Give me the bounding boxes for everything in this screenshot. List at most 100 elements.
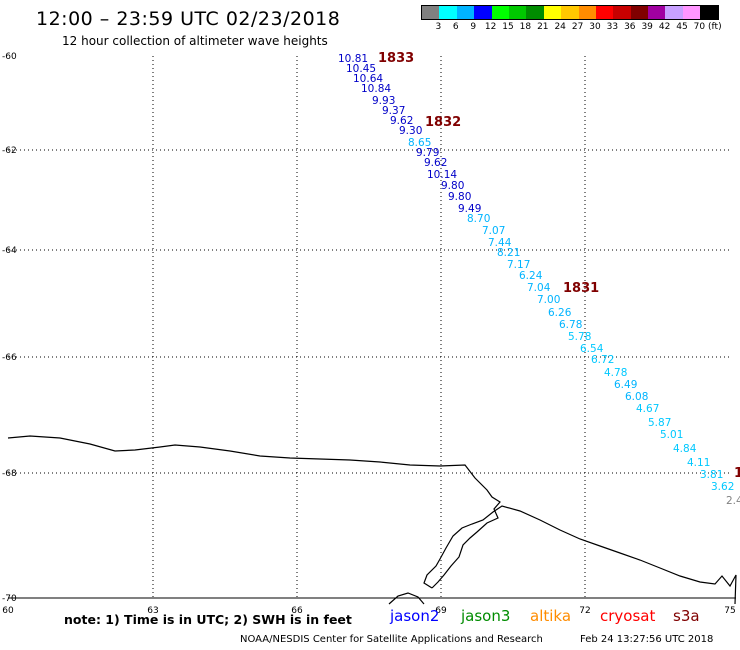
legend-label: 27 bbox=[571, 22, 584, 32]
satellite-jason2: jason2 bbox=[390, 607, 440, 625]
wave-height-value: 9.62 bbox=[390, 115, 413, 127]
legend-label: 21 bbox=[537, 22, 549, 32]
color-legend: 3 6 9 12 15 18 21 24 27 30 33 36 39 42 45 70 (ft) bbox=[421, 5, 722, 34]
footer-credit: NOAA/NESDIS Center for Satellite Applica… bbox=[240, 634, 543, 645]
longitude-label: 72 bbox=[579, 606, 590, 616]
legend-swatch bbox=[578, 6, 596, 19]
wave-height-value: 6.26 bbox=[548, 307, 572, 319]
map-subtitle: 12 hour collection of altimeter wave hei… bbox=[62, 34, 328, 48]
legend-label: 30 bbox=[589, 22, 601, 32]
legend-label: 6 bbox=[452, 22, 459, 32]
pass-number: 1832 bbox=[425, 115, 461, 130]
legend-label: 3 bbox=[435, 22, 442, 32]
wave-height-value: 4.84 bbox=[673, 443, 697, 455]
wave-height-value: 10.81 bbox=[338, 53, 368, 65]
wave-height-value: 8.70 bbox=[467, 213, 490, 225]
legend-label: (ft) bbox=[708, 22, 722, 32]
wave-height-value: 8.65 bbox=[408, 137, 431, 149]
wave-height-value: 7.17 bbox=[507, 259, 530, 271]
wave-height-value: 10.64 bbox=[353, 73, 383, 85]
legend-swatch bbox=[700, 6, 718, 19]
longitude-label: 69 bbox=[435, 606, 447, 616]
wave-height-value: 7.44 bbox=[488, 237, 512, 249]
wave-height-value: 6.78 bbox=[559, 319, 582, 331]
wave-height-value: 9.79 bbox=[416, 147, 439, 159]
satellite-track: 10.8110.4510.6410.849.939.379.629.308.65… bbox=[338, 51, 740, 507]
wave-height-value: 3.62 bbox=[711, 481, 734, 493]
legend-label: 15 bbox=[502, 22, 514, 32]
latitude-label: -66 bbox=[2, 353, 17, 363]
legend-swatch bbox=[595, 6, 614, 19]
legend-labels: 3 6 9 12 15 18 21 24 27 30 33 36 39 42 45 70 (ft) bbox=[421, 20, 722, 34]
wave-height-value: 6.08 bbox=[625, 391, 648, 403]
satellite-cryosat: cryosat bbox=[600, 607, 656, 625]
wave-height-value: 4.67 bbox=[636, 403, 659, 415]
satellite-altika: altika bbox=[530, 607, 572, 625]
wave-height-value: 6.49 bbox=[614, 379, 637, 391]
longitude-label: 66 bbox=[291, 606, 303, 616]
wave-height-value: 6.72 bbox=[591, 354, 614, 366]
legend-label: 18 bbox=[519, 22, 532, 32]
legend-label: 12 bbox=[484, 22, 497, 32]
legend-swatch bbox=[665, 6, 683, 19]
pass-number: 1831 bbox=[563, 281, 599, 296]
map-note: note: 1) Time is in UTC; 2) SWH is in fe… bbox=[64, 612, 352, 627]
legend-label: 39 bbox=[641, 22, 653, 32]
legend-swatch bbox=[491, 6, 509, 19]
legend-label: 42 bbox=[658, 22, 671, 32]
wave-height-value: 4.78 bbox=[604, 367, 627, 379]
wave-height-value: 4.11 bbox=[687, 457, 710, 469]
latitude-label: -60 bbox=[2, 52, 17, 62]
wave-height-value: 6.24 bbox=[519, 270, 543, 282]
legend-label: 24 bbox=[554, 22, 566, 32]
footer-timestamp: Feb 24 13:27:56 UTC 2018 bbox=[580, 634, 714, 645]
longitude-label: 75 bbox=[724, 606, 735, 616]
latitude-label: -62 bbox=[2, 146, 17, 156]
map-title: 12:00 – 23:59 UTC 02/23/2018 bbox=[36, 8, 341, 30]
legend-label: 33 bbox=[606, 22, 619, 32]
legend-label: 9 bbox=[470, 22, 477, 32]
legend-swatch bbox=[613, 6, 631, 19]
coastline-bay bbox=[423, 505, 737, 605]
coastline-main bbox=[7, 435, 501, 589]
latitude-label: -68 bbox=[2, 469, 17, 479]
legend-swatch bbox=[508, 6, 527, 19]
latitude-label: -70 bbox=[2, 594, 17, 604]
satellite-jason3: jason3 bbox=[461, 607, 511, 625]
wave-height-value: 9.37 bbox=[382, 105, 405, 117]
legend-swatch bbox=[561, 6, 579, 19]
pass-number: 1833 bbox=[378, 51, 414, 66]
legend-label: 70 bbox=[693, 22, 706, 32]
wave-height-value: 9.62 bbox=[424, 157, 447, 169]
wave-height-value: 9.80 bbox=[441, 180, 464, 192]
legend-swatch bbox=[526, 6, 544, 19]
wave-height-value: 10.45 bbox=[346, 63, 376, 75]
legend-swatch bbox=[474, 6, 492, 19]
map-grid: -60 -62 -64 -66 -68 -70 60 63 66 69 72 75 bbox=[2, 52, 736, 616]
wave-height-value: 9.93 bbox=[372, 95, 395, 107]
wave-height-value: 10.14 bbox=[427, 169, 457, 181]
longitude-label: 60 bbox=[2, 606, 14, 616]
legend-swatch bbox=[439, 6, 457, 19]
wave-height-value: 7.04 bbox=[527, 282, 551, 294]
legend-swatch bbox=[630, 6, 649, 19]
wave-height-value: 9.49 bbox=[458, 203, 481, 215]
wave-height-value: 3.81 bbox=[700, 469, 723, 481]
legend-label: 45 bbox=[676, 22, 688, 32]
pass-number: 1 bbox=[734, 466, 740, 481]
wave-height-value: 5.78 bbox=[568, 331, 591, 343]
legend-label: 36 bbox=[624, 22, 636, 32]
wave-height-value: 7.07 bbox=[482, 225, 505, 237]
legend-swatch bbox=[543, 6, 562, 19]
latitude-label: -64 bbox=[2, 246, 17, 256]
legend-swatch bbox=[422, 6, 440, 19]
satellite-s3a: s3a bbox=[673, 607, 700, 625]
wave-height-value: 9.80 bbox=[448, 191, 471, 203]
wave-height-value: 8.21 bbox=[497, 247, 520, 259]
wave-height-value: 9.30 bbox=[399, 125, 422, 137]
legend-swatch bbox=[648, 6, 666, 19]
legend-color-bar bbox=[421, 5, 719, 20]
legend-swatch bbox=[682, 6, 701, 19]
wave-height-value: 7.00 bbox=[537, 294, 560, 306]
